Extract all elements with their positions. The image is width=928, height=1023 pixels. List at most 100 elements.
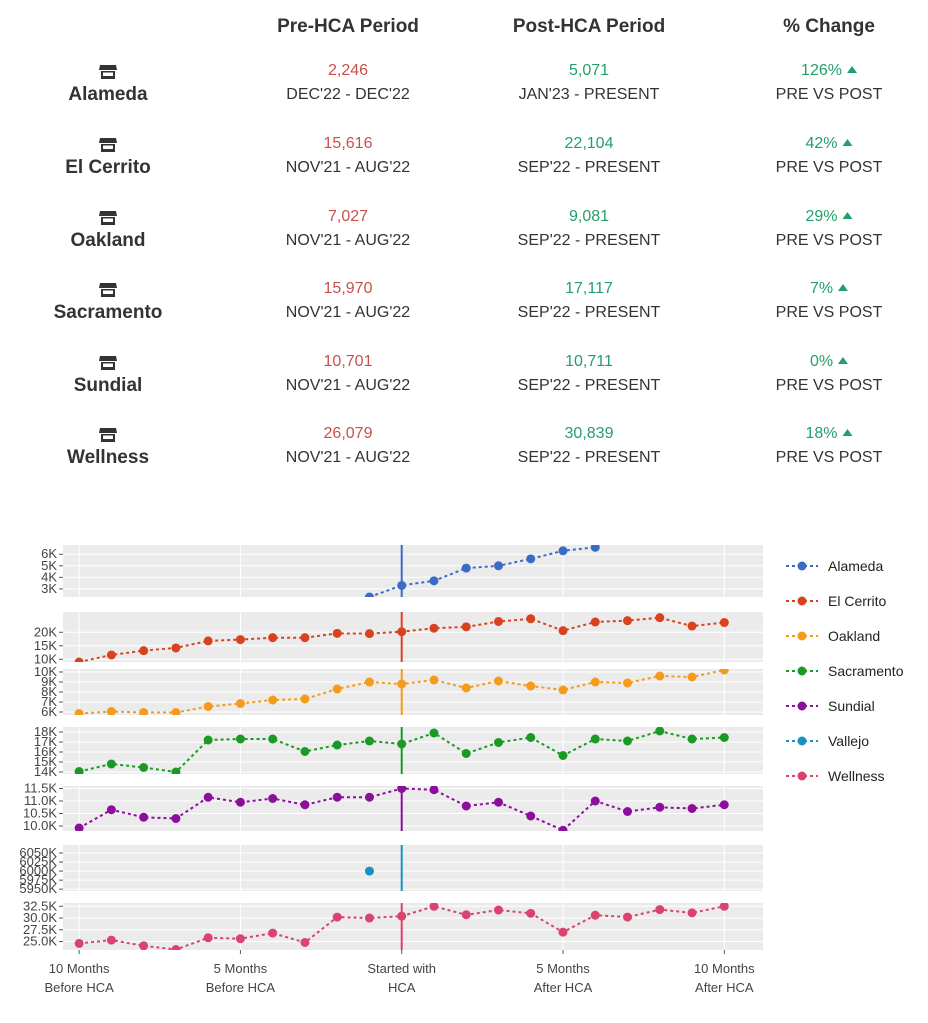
data-point xyxy=(558,546,568,556)
data-point xyxy=(623,678,633,688)
y-tick-label: 5K xyxy=(41,558,57,573)
y-tick-label: 17K xyxy=(34,734,57,749)
data-point xyxy=(623,807,633,816)
store-name: Sacramento xyxy=(53,302,163,323)
legend-marker xyxy=(797,771,807,781)
change-label: PRE VS POST xyxy=(775,159,883,176)
data-point xyxy=(558,825,568,831)
triangle-up-icon xyxy=(842,212,853,219)
data-point xyxy=(106,707,116,715)
data-point xyxy=(687,734,697,744)
legend-label: Alameda xyxy=(828,558,883,574)
store-row-alameda: Alameda 2,246 DEC'22 - DEC'22 5,071 JAN'… xyxy=(0,62,928,122)
percent-change-value: 0% xyxy=(809,353,834,370)
data-point xyxy=(300,694,310,704)
legend-item-vallejo: Vallejo xyxy=(786,733,869,749)
y-tick-label: 6000K xyxy=(19,863,57,878)
store-icon xyxy=(99,356,117,370)
data-point xyxy=(74,709,84,715)
data-point xyxy=(623,736,633,746)
data-point xyxy=(139,812,149,822)
data-point xyxy=(687,672,697,682)
post-range: SEP'22 - PRESENT xyxy=(517,304,661,321)
data-point xyxy=(493,676,503,686)
legend-marker xyxy=(797,701,807,711)
legend-label: Sundial xyxy=(828,698,875,714)
data-point xyxy=(364,913,374,923)
data-point xyxy=(332,628,342,638)
data-point xyxy=(493,797,503,807)
x-tick-label: Before HCA xyxy=(206,980,276,995)
pre-range: NOV'21 - AUG'22 xyxy=(285,377,411,394)
change-label: PRE VS POST xyxy=(775,232,883,249)
header-post: Post-HCA Period xyxy=(512,16,666,37)
data-point xyxy=(74,823,84,831)
series-sundial xyxy=(74,786,729,831)
y-tick-label: 25.0K xyxy=(23,934,57,949)
data-point xyxy=(687,908,697,918)
legend-item-sundial: Sundial xyxy=(786,698,875,714)
legend-item-el-cerrito: El Cerrito xyxy=(786,593,887,609)
panel-background xyxy=(63,727,763,774)
data-point xyxy=(719,733,729,742)
data-point xyxy=(235,699,245,708)
post-value: 22,104 xyxy=(564,135,614,152)
data-point xyxy=(203,933,213,943)
change-label: PRE VS POST xyxy=(775,304,883,321)
change-label: PRE VS POST xyxy=(775,377,883,394)
percent-change: 126% xyxy=(801,62,857,80)
legend-item-oakland: Oakland xyxy=(786,628,880,644)
data-point xyxy=(171,945,181,950)
y-tick-label: 30.0K xyxy=(23,910,57,925)
data-point xyxy=(364,866,374,876)
store-name: Wellness xyxy=(66,447,150,468)
data-point xyxy=(655,613,665,623)
data-point xyxy=(74,657,84,662)
data-point xyxy=(235,734,245,744)
y-tick-label: 6050K xyxy=(19,845,57,860)
legend-label: El Cerrito xyxy=(828,593,887,609)
data-point xyxy=(461,910,471,920)
data-point xyxy=(429,728,439,738)
percent-change: 18% xyxy=(805,425,853,443)
data-point xyxy=(526,733,536,742)
x-tick-label: Before HCA xyxy=(44,980,114,995)
store-icon xyxy=(99,428,117,442)
panel-background xyxy=(63,612,763,662)
legend-item-alameda: Alameda xyxy=(786,558,883,574)
data-point xyxy=(139,763,149,772)
store-icon xyxy=(99,138,117,152)
data-point xyxy=(106,650,116,660)
pre-range: NOV'21 - AUG'22 xyxy=(285,304,411,321)
data-point xyxy=(461,622,471,632)
percent-change-value: 42% xyxy=(805,135,838,152)
store-row-sacramento: Sacramento 15,970 NOV'21 - AUG'22 17,117… xyxy=(0,280,928,340)
pre-value: 7,027 xyxy=(327,208,369,225)
data-point xyxy=(106,805,116,815)
series-el-cerrito xyxy=(74,612,729,662)
legend-item-sacramento: Sacramento xyxy=(786,663,904,679)
data-point xyxy=(171,767,181,774)
change-label: PRE VS POST xyxy=(775,86,883,103)
y-tick-label: 3K xyxy=(41,581,57,596)
y-tick-label: 11.0K xyxy=(24,793,57,808)
data-point xyxy=(300,633,310,643)
y-tick-label: 6025K xyxy=(19,854,57,869)
data-point xyxy=(300,937,310,947)
y-tick-label: 18K xyxy=(34,724,57,739)
data-point xyxy=(203,792,213,802)
data-point xyxy=(590,734,600,744)
legend-label: Vallejo xyxy=(828,733,869,749)
y-tick-label: 8K xyxy=(41,684,57,699)
data-point xyxy=(397,911,407,921)
legend-label: Sacramento xyxy=(828,663,904,679)
y-tick-label: 10.5K xyxy=(23,806,57,821)
store-name: Oakland xyxy=(70,230,146,251)
data-point xyxy=(623,616,633,626)
y-tick-label: 32.5K xyxy=(23,898,57,913)
triangle-up-icon xyxy=(842,429,853,436)
